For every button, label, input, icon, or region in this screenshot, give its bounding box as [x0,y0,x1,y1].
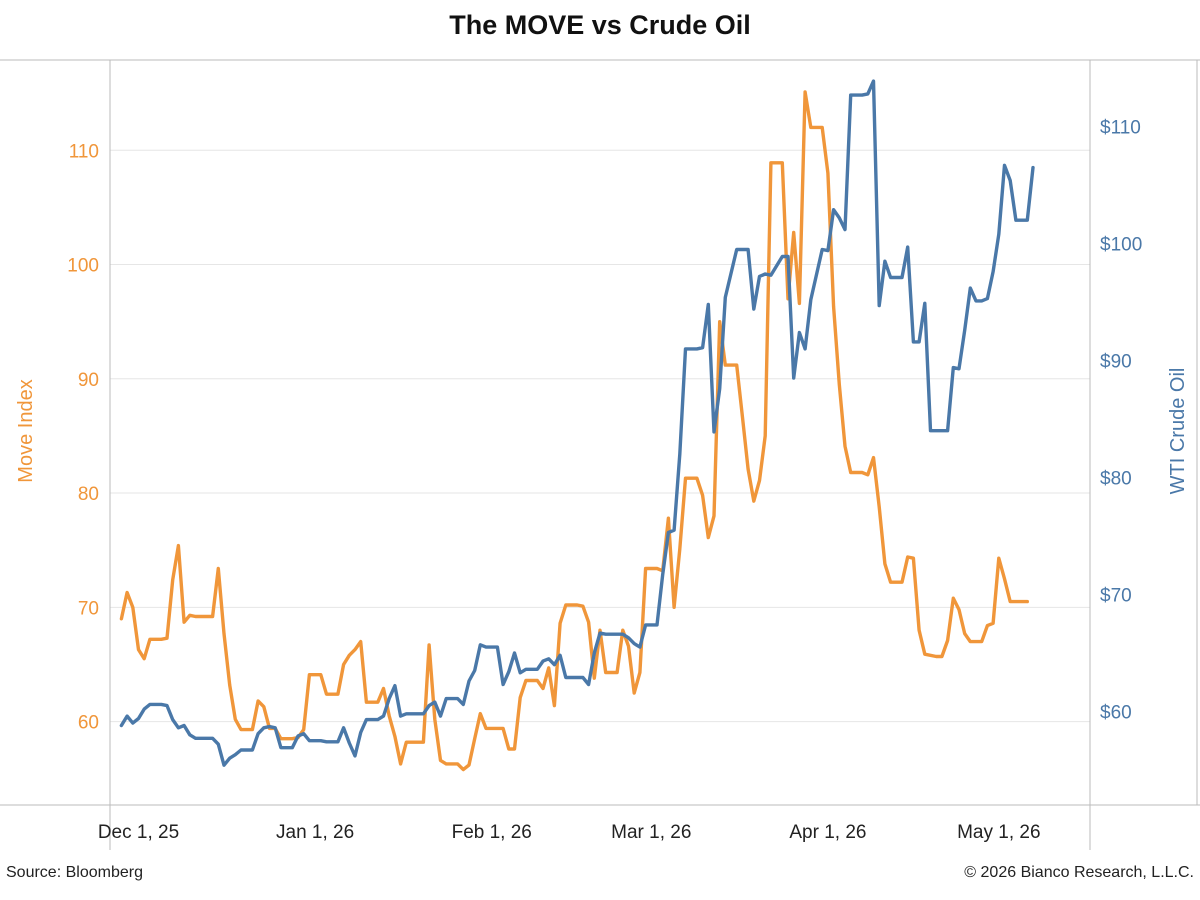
axis-labels: Move Index WTI Crude Oil [15,368,1189,495]
gridlines [110,149,1090,723]
series-line-move-index [119,90,1029,772]
y2-tick-label: $60 [1100,702,1132,723]
chart-frame [0,59,1200,850]
source-note: Source: Bloomberg [6,864,143,881]
x-tick-label: May 1, 26 [957,822,1040,843]
y-tick-label: 100 [67,256,99,277]
y2-axis-label: WTI Crude Oil [1167,368,1189,495]
x-tick-label: Jan 1, 26 [276,822,354,843]
y-tick-label: 60 [78,713,99,734]
x-tick-label: Feb 1, 26 [452,822,532,843]
chart-title: The MOVE vs Crude Oil [449,10,751,40]
y2-tick-label: $90 [1100,352,1132,373]
y2-tick-label: $100 [1100,235,1142,256]
y-tick-label: 110 [69,141,99,162]
y-tick-label: 80 [78,484,99,505]
y-axis-label: Move Index [15,379,37,482]
series-lines [119,79,1035,772]
x-tick-label: Dec 1, 25 [98,822,179,843]
copyright-note: © 2026 Bianco Research, L.L.C. [964,864,1194,881]
y2-tick-label: $110 [1100,118,1141,139]
x-tick-label: Apr 1, 26 [789,822,866,843]
tick-labels: 60 70 80 90 100 110 $60 $70 $80 $90 $100 $110 Dec 1,… [67,118,1142,843]
y2-tick-label: $80 [1100,469,1132,490]
y2-tick-label: $70 [1100,585,1132,606]
y-tick-label: 90 [78,370,99,391]
series-line-wti-crude-oil [119,79,1035,767]
x-tick-label: Mar 1, 26 [611,822,691,843]
y-tick-label: 70 [78,598,99,619]
